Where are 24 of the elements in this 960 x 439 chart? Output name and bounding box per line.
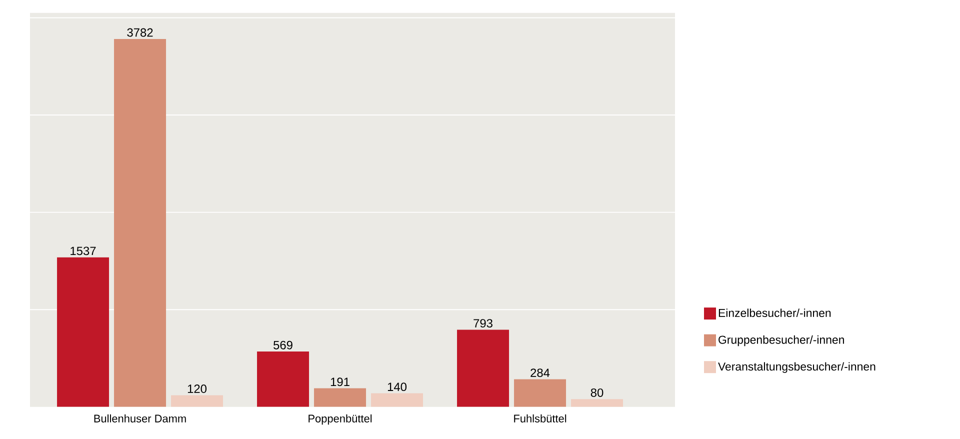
legend-label: Veranstaltungsbesucher/-innen <box>718 362 876 373</box>
data-label: 120 <box>188 384 207 393</box>
data-label: 191 <box>330 378 350 386</box>
data-label: 1537 <box>70 246 96 256</box>
data-label: 793 <box>474 319 492 328</box>
x-tick-label: Bullenhuser Damm <box>94 414 186 422</box>
bar <box>314 388 366 407</box>
bar <box>171 395 224 407</box>
legend-label: Einzelbesucher/-innen <box>718 308 831 318</box>
x-tick-label: Poppenbüttel <box>308 414 372 425</box>
data-label: 569 <box>274 340 292 350</box>
data-label: 3782 <box>127 28 153 37</box>
x-tick-label: Fuhlsbüttel <box>514 414 566 422</box>
data-label: 80 <box>590 388 604 397</box>
bar <box>57 257 110 407</box>
bar <box>371 393 424 407</box>
bar <box>457 330 510 407</box>
bar <box>571 399 624 407</box>
bar <box>514 379 566 407</box>
legend-label: Gruppenbesucher/-innen <box>718 335 844 346</box>
data-label: 140 <box>388 382 407 392</box>
bar <box>114 38 166 407</box>
data-label: 284 <box>530 368 550 378</box>
bar <box>257 352 310 407</box>
